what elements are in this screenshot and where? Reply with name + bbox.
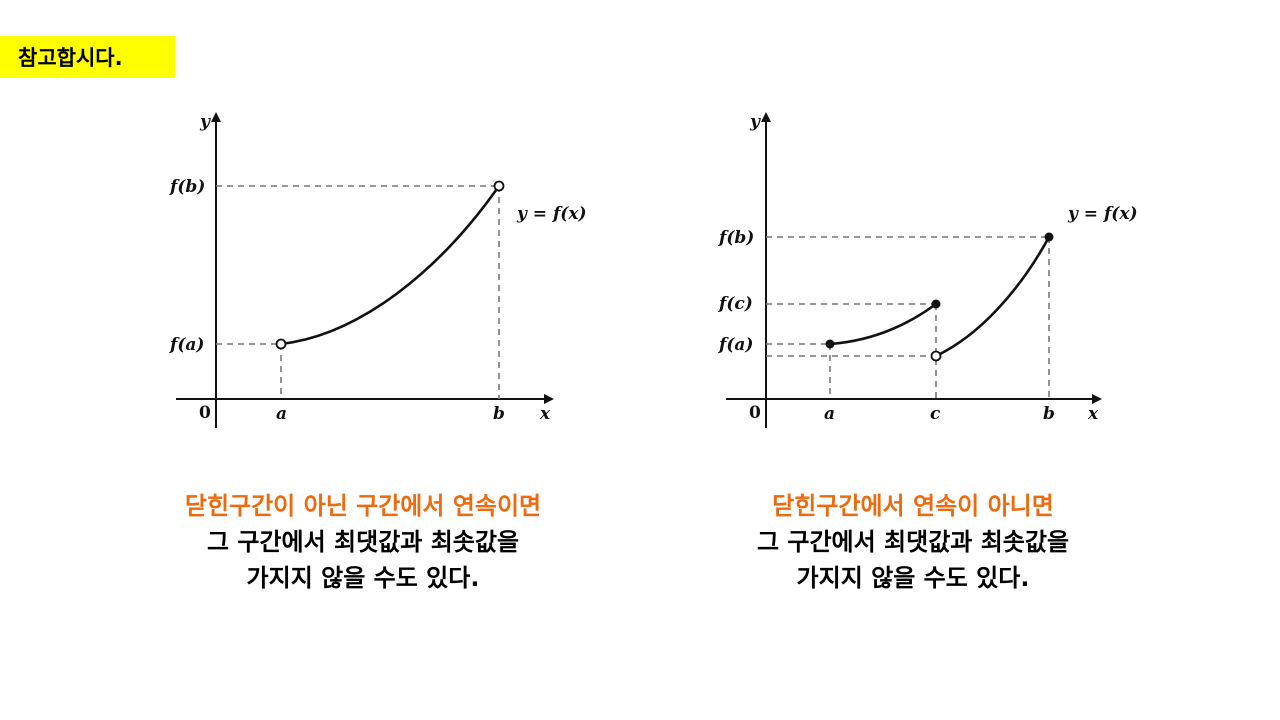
caption-left: 닫힌구간이 아닌 구간에서 연속이면 그 구간에서 최댓값과 최솟값을 가지지 …: [83, 488, 643, 596]
caption-right-line3: 가지지 않을 수도 있다.: [796, 564, 1030, 592]
fb-label: f(b): [169, 177, 205, 197]
caption-right-line2: 그 구간에서 최댓값과 최솟값을: [756, 528, 1070, 556]
caption-right-line1: 닫힌구간에서 연속이 아니면: [772, 492, 1054, 520]
b-label: b: [493, 404, 505, 424]
caption-right: 닫힌구간에서 연속이 아니면 그 구간에서 최댓값과 최솟값을 가지지 않을 수…: [633, 488, 1193, 596]
a-label: a: [276, 404, 287, 424]
open-point-a: [275, 338, 287, 350]
open-point-b: [493, 180, 505, 192]
x-axis-label: x: [539, 404, 551, 424]
fa-label: f(a): [169, 335, 204, 355]
origin-label: 0: [199, 403, 211, 423]
curve-label: y = f(x): [516, 204, 587, 224]
caption-left-line1: 닫힌구간이 아닌 구간에서 연속이면: [184, 492, 542, 520]
function-curve: [280, 185, 501, 346]
reference-tag-label: 참고합시다.: [18, 46, 123, 70]
y-axis-label: y: [199, 112, 211, 132]
caption-left-line2: 그 구간에서 최댓값과 최솟값을: [206, 528, 520, 556]
reference-tag: 참고합시다.: [0, 36, 175, 78]
caption-left-line3: 가지지 않을 수도 있다.: [246, 564, 480, 592]
